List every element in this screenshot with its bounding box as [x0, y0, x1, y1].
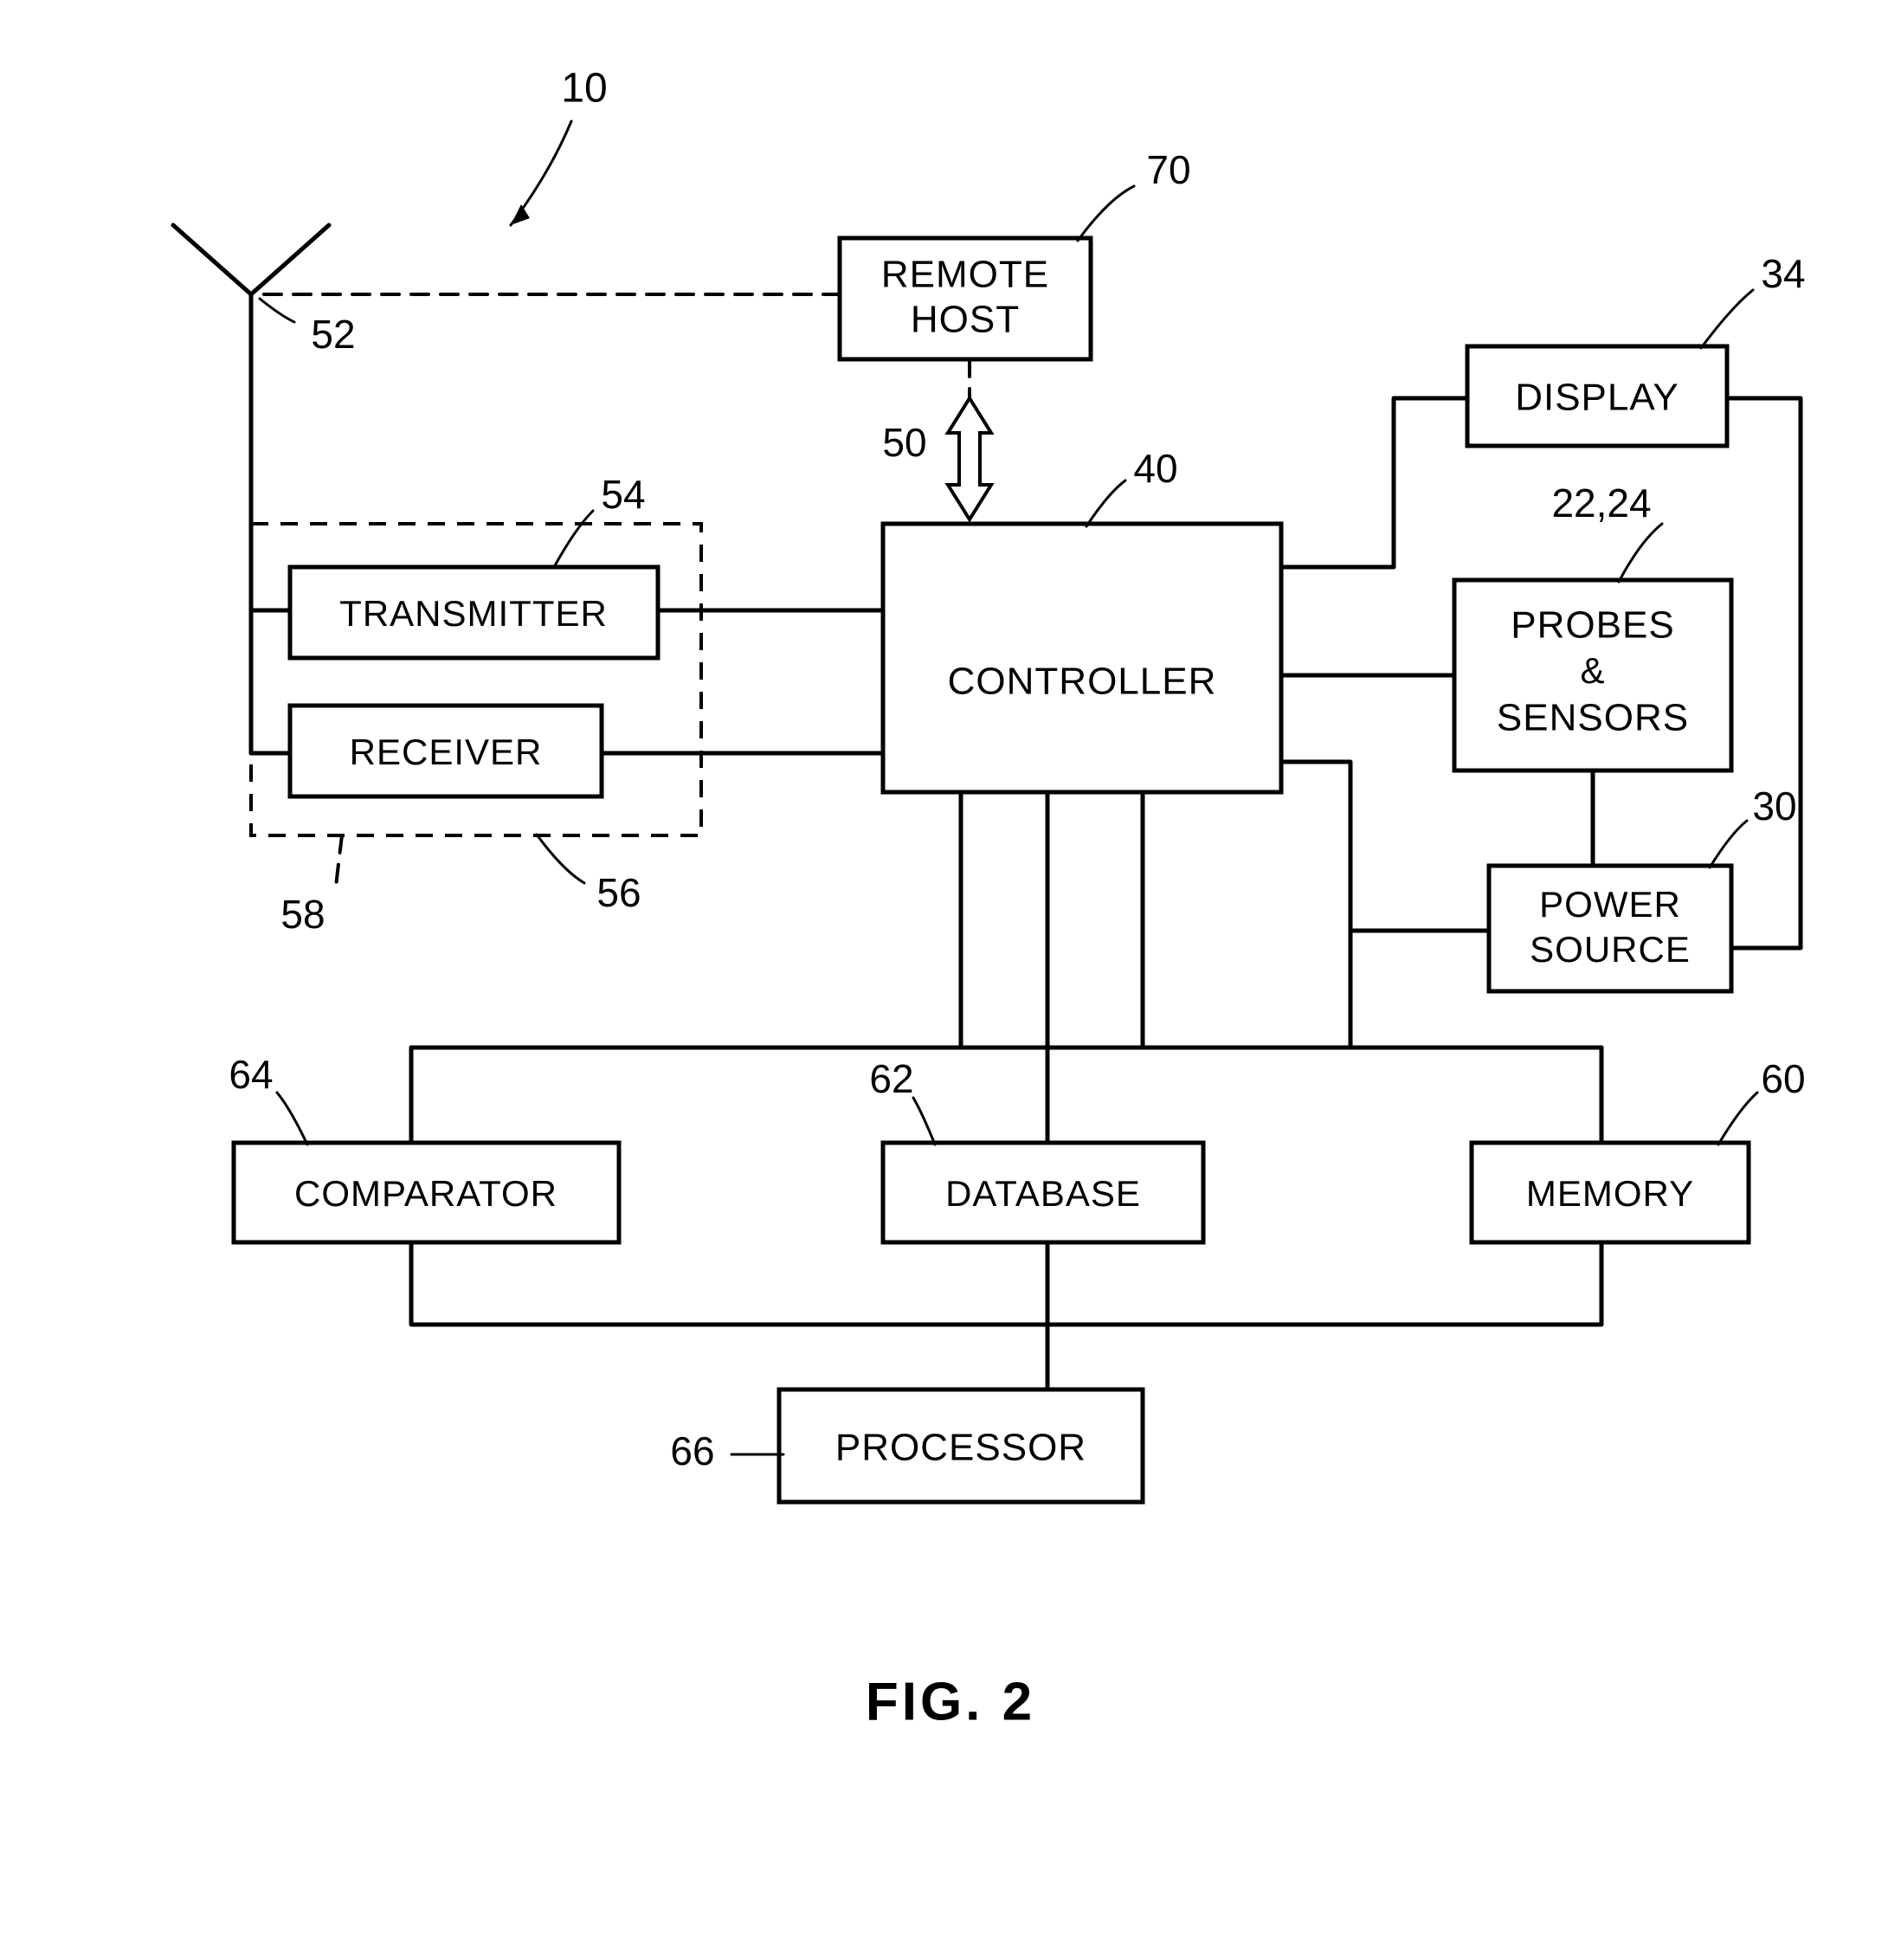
ref-memory-text: 60 [1761, 1056, 1805, 1101]
double-arrow-icon [948, 398, 991, 519]
node-processor: PROCESSOR [779, 1389, 1143, 1502]
memory-label: MEMORY [1526, 1173, 1694, 1214]
ref-link-text: 50 [882, 420, 926, 465]
ref-remote-host: 70 [1078, 147, 1191, 241]
ref-memory: 60 [1718, 1056, 1806, 1144]
ref-transceiver-text: 58 [280, 892, 325, 937]
transmitter-label: TRANSMITTER [339, 593, 608, 634]
node-power-source: POWER SOURCE [1489, 866, 1731, 991]
ref-transmitter-text: 54 [601, 472, 645, 517]
ref-power-text: 30 [1752, 783, 1796, 828]
ref-display: 34 [1701, 251, 1806, 348]
block-diagram: REMOTE HOST DISPLAY TRANSMITTER RECEIVER… [0, 0, 1901, 1960]
figure-caption: FIG. 2 [866, 1672, 1035, 1731]
power-label-2: SOURCE [1530, 929, 1691, 970]
ref-transceiver: 58 [280, 835, 342, 937]
node-memory: MEMORY [1472, 1143, 1749, 1242]
node-remote-host: REMOTE HOST [840, 238, 1091, 359]
ref-system: 10 [511, 66, 608, 225]
ref-transmitter: 54 [554, 472, 646, 567]
ref-database: 62 [869, 1056, 935, 1144]
ref-probes-text: 22,24 [1551, 480, 1651, 525]
probes-label-2: & [1580, 650, 1605, 691]
database-label: DATABASE [945, 1173, 1141, 1214]
processor-label: PROCESSOR [835, 1427, 1086, 1469]
ref-comparator: 64 [229, 1052, 307, 1144]
ref-receiver-text: 56 [596, 870, 641, 915]
node-comparator: COMPARATOR [234, 1143, 619, 1242]
controller-label: CONTROLLER [948, 661, 1217, 703]
ref-database-text: 62 [869, 1056, 913, 1101]
ref-remote-host-text: 70 [1146, 147, 1190, 192]
node-controller: CONTROLLER [883, 524, 1281, 792]
ref-probes: 22,24 [1551, 480, 1662, 582]
node-database: DATABASE [883, 1143, 1203, 1242]
probes-label-1: PROBES [1511, 604, 1674, 647]
ref-processor: 66 [670, 1428, 783, 1473]
node-receiver: RECEIVER [290, 706, 602, 796]
power-label-1: POWER [1539, 884, 1681, 925]
receiver-label: RECEIVER [350, 732, 543, 772]
link-controller-display [1281, 398, 1467, 567]
link-lower-bus [411, 1242, 1601, 1325]
probes-label-3: SENSORS [1497, 697, 1689, 739]
ref-controller-text: 40 [1133, 446, 1177, 491]
antenna-icon [173, 225, 329, 753]
ref-system-text: 10 [561, 66, 607, 112]
ref-antenna: 52 [260, 299, 356, 357]
remote-host-label-1: REMOTE [881, 254, 1049, 296]
node-transmitter: TRANSMITTER [290, 567, 658, 658]
remote-host-label-2: HOST [911, 299, 1020, 341]
ref-controller: 40 [1086, 446, 1178, 526]
link-display-power [1727, 398, 1801, 948]
display-label: DISPLAY [1515, 377, 1679, 419]
ref-receiver: 56 [537, 835, 641, 915]
ref-display-text: 34 [1761, 251, 1805, 296]
node-probes-sensors: PROBES & SENSORS [1454, 580, 1731, 770]
comparator-label: COMPARATOR [294, 1173, 557, 1214]
ref-link: 50 [882, 420, 926, 465]
ref-processor-text: 66 [670, 1428, 714, 1473]
ref-antenna-text: 52 [311, 312, 355, 357]
ref-power: 30 [1710, 783, 1797, 867]
ref-comparator-text: 64 [229, 1052, 273, 1097]
node-display: DISPLAY [1467, 346, 1727, 446]
link-controller-right-bus [1281, 762, 1350, 1048]
